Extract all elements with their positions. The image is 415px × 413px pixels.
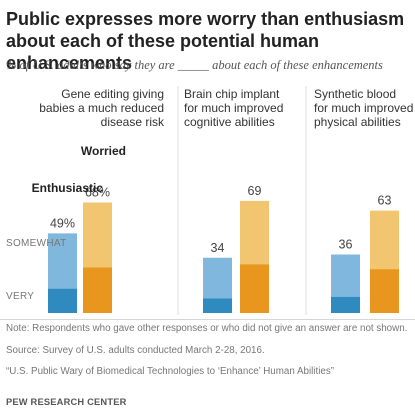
value-label: 69	[248, 184, 262, 198]
category-label: Gene editing giving babies a much reduced…	[39, 87, 165, 129]
segment-label-somewhat: SOMEWHAT	[6, 238, 67, 249]
worried-somewhat-bar	[370, 210, 399, 270]
source-note: Source: Survey of U.S. adults conducted …	[6, 345, 265, 356]
worried-somewhat-bar	[240, 200, 269, 265]
report-title: “U.S. Public Wary of Biomedical Technolo…	[6, 366, 334, 377]
value-label: 36	[339, 238, 353, 252]
enthusiastic-somewhat-bar	[331, 254, 360, 297]
enthusiastic-somewhat-bar	[203, 257, 232, 299]
enthusiastic-somewhat-bar	[48, 233, 77, 289]
pew-logo-text: PEW RESEARCH CENTER	[6, 397, 127, 407]
worried-somewhat-bar	[83, 202, 112, 268]
legend-worried: Worried	[81, 144, 126, 158]
footnote: Note: Respondents who gave other respons…	[6, 323, 408, 334]
category-label: Synthetic blood for much improved physical…	[314, 87, 413, 129]
footer-divider	[0, 319, 415, 320]
legend-enthusiastic: Enthusiastic	[32, 181, 104, 195]
category-label: Brain chip implant for much improved cogni…	[184, 87, 283, 129]
chart-subtitle: % of U.S. adults who say they are _____ …	[6, 58, 383, 72]
value-label: 49%	[50, 216, 75, 230]
enthusiastic-very-bar	[203, 298, 232, 313]
stacked-bar-chart: Gene editing giving babies a much reduced…	[6, 86, 413, 315]
segment-label-very: VERY	[6, 291, 34, 302]
value-label: 63	[378, 194, 392, 208]
value-label: 68%	[85, 186, 110, 200]
worried-very-bar	[240, 264, 269, 313]
enthusiastic-very-bar	[48, 288, 77, 313]
chart-title: Public expresses more worry than enthusi…	[6, 9, 405, 73]
value-label: 34	[211, 241, 225, 255]
worried-very-bar	[83, 267, 112, 313]
worried-very-bar	[370, 269, 399, 313]
enthusiastic-very-bar	[331, 296, 360, 313]
